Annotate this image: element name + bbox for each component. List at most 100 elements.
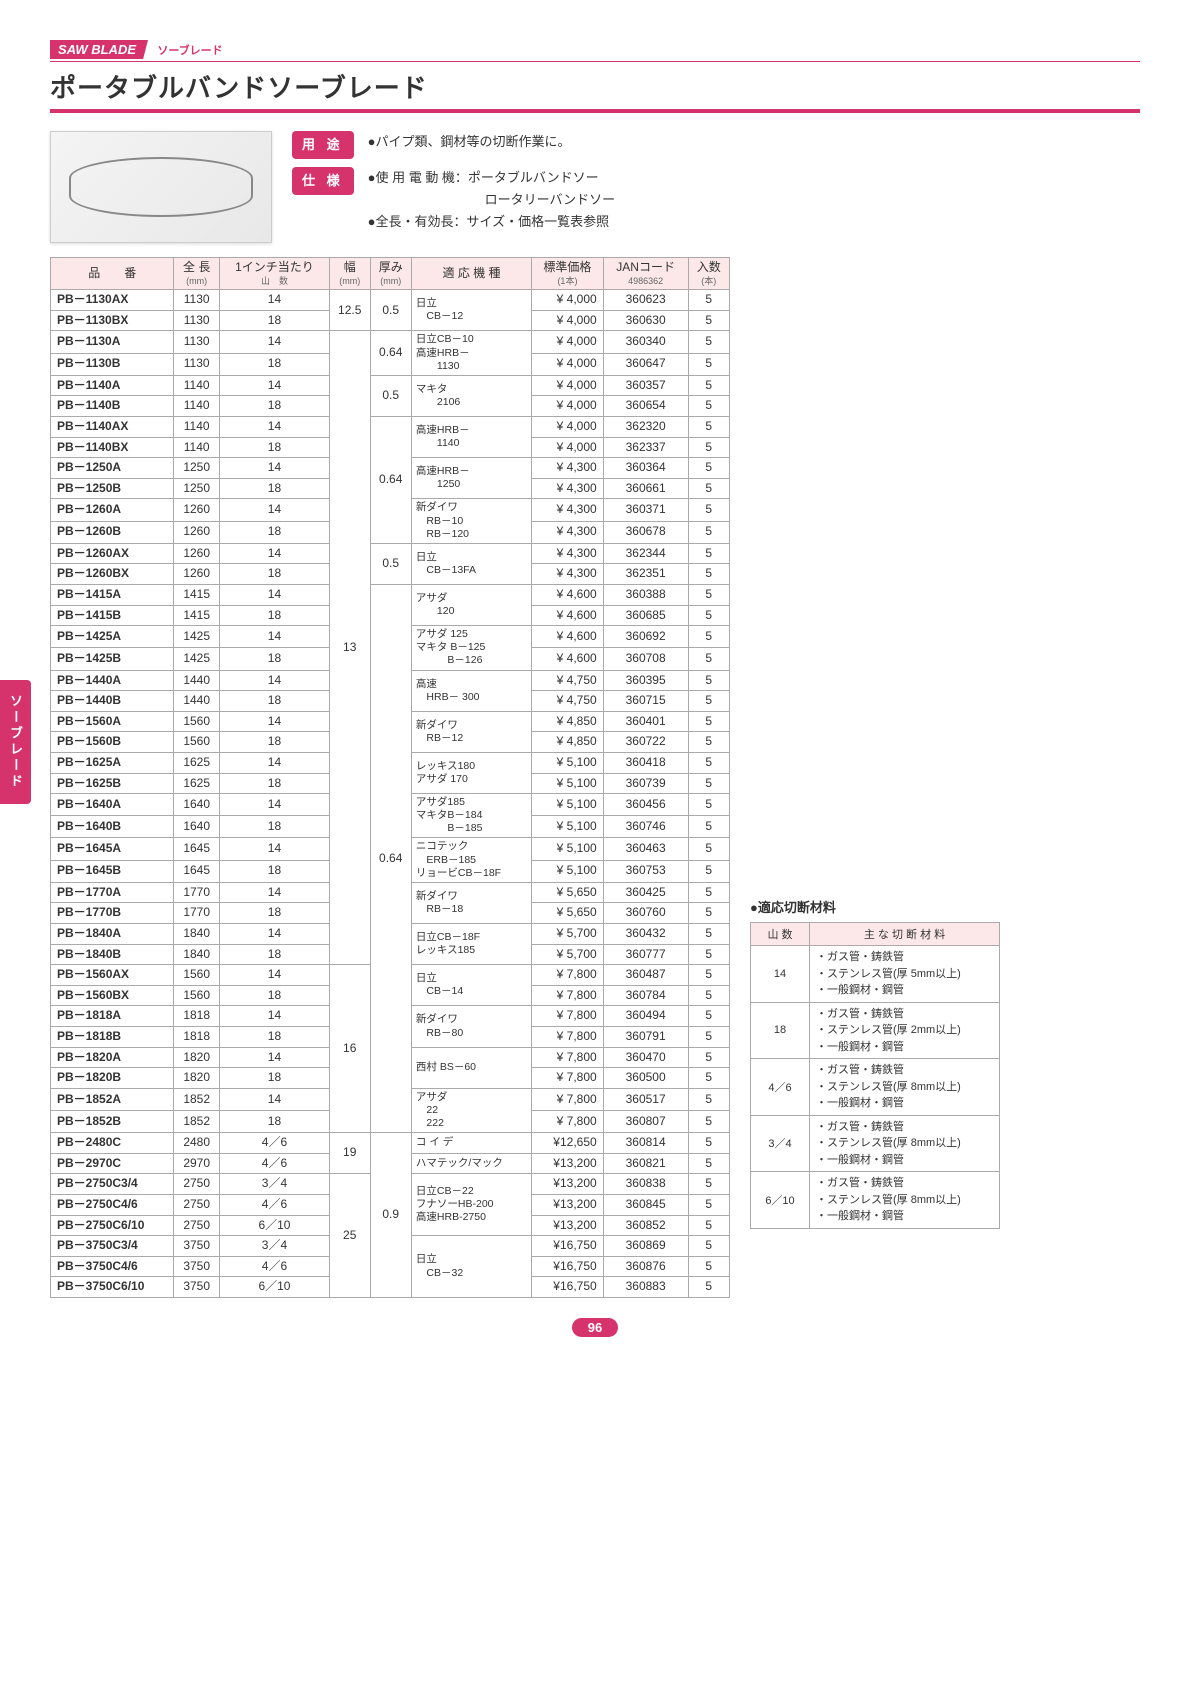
cell-model: PB－2970C xyxy=(51,1153,174,1174)
usage-label: 用 途 xyxy=(292,131,354,159)
th-jan: JANコード4986362 xyxy=(603,258,688,290)
cell-machine: 日立CB－18Fレッキス185 xyxy=(411,924,531,965)
cell-teeth: 4／6 xyxy=(219,1194,329,1215)
cell-machine: アサダ 22 222 xyxy=(411,1088,531,1132)
cell-jan: 362337 xyxy=(603,437,688,458)
cell-qty: 5 xyxy=(688,860,729,882)
cell-length: 1140 xyxy=(174,396,220,417)
cell-model: PB－1260A xyxy=(51,499,174,521)
table-row: PB－1140AX1140140.64高速HRB－ 1140¥ 4,000362… xyxy=(51,417,730,438)
cell-teeth: 4／6 xyxy=(219,1256,329,1277)
cell-model: PB－1560AX xyxy=(51,965,174,986)
cell-length: 1840 xyxy=(174,944,220,965)
cell-length: 1840 xyxy=(174,924,220,945)
cell-teeth: 18 xyxy=(219,396,329,417)
cell-teeth: 14 xyxy=(219,417,329,438)
cell-qty: 5 xyxy=(688,543,729,564)
cell-jan: 360791 xyxy=(603,1027,688,1048)
cell-teeth: 18 xyxy=(219,353,329,375)
cell-jan: 360371 xyxy=(603,499,688,521)
cell-price: ¥ 4,600 xyxy=(532,648,604,670)
cell-length: 1425 xyxy=(174,648,220,670)
cell-jan: 360777 xyxy=(603,944,688,965)
mat-teeth: 14 xyxy=(751,946,810,1003)
mat-th-teeth: 山 数 xyxy=(751,923,810,946)
cell-length: 1625 xyxy=(174,773,220,794)
cell-qty: 5 xyxy=(688,584,729,605)
cell-length: 1440 xyxy=(174,691,220,712)
cell-jan: 360470 xyxy=(603,1047,688,1068)
cell-length: 3750 xyxy=(174,1256,220,1277)
cell-model: PB－1820B xyxy=(51,1068,174,1089)
cell-jan: 360784 xyxy=(603,985,688,1006)
mat-text: ・ガス管・鋳鉄管・ステンレス管(厚 8mm以上)・一般鋼材・鋼管 xyxy=(810,1172,1000,1229)
cell-price: ¥ 5,100 xyxy=(532,838,604,860)
cell-qty: 5 xyxy=(688,564,729,585)
cell-model: PB－1625A xyxy=(51,752,174,773)
cell-price: ¥13,200 xyxy=(532,1153,604,1174)
cell-machine: 高速HRB－ 1140 xyxy=(411,417,531,458)
cell-teeth: 14 xyxy=(219,924,329,945)
cell-model: PB－1260AX xyxy=(51,543,174,564)
usage-text: ●パイプ類、鋼材等の切断作業に。 xyxy=(368,131,1140,153)
cell-qty: 5 xyxy=(688,903,729,924)
cell-price: ¥ 5,650 xyxy=(532,882,604,903)
cell-length: 1560 xyxy=(174,711,220,732)
cell-jan: 360364 xyxy=(603,458,688,479)
cell-model: PB－2750C3/4 xyxy=(51,1174,174,1195)
cell-price: ¥ 7,800 xyxy=(532,985,604,1006)
cell-jan: 360821 xyxy=(603,1153,688,1174)
cell-teeth: 3／4 xyxy=(219,1174,329,1195)
cell-model: PB－1415A xyxy=(51,584,174,605)
cell-teeth: 3／4 xyxy=(219,1236,329,1257)
cell-teeth: 14 xyxy=(219,670,329,691)
category-header: SAW BLADE ソーブレード xyxy=(50,40,1140,62)
cell-jan: 360432 xyxy=(603,924,688,945)
cell-model: PB－1852A xyxy=(51,1088,174,1110)
cell-model: PB－1440B xyxy=(51,691,174,712)
cell-model: PB－1820A xyxy=(51,1047,174,1068)
cell-teeth: 18 xyxy=(219,310,329,331)
cell-price: ¥ 5,100 xyxy=(532,794,604,816)
cell-teeth: 14 xyxy=(219,794,329,816)
cell-model: PB－1770A xyxy=(51,882,174,903)
spec-lines: ●使 用 電 動 機：ポータブルバンドソー ロータリーバンドソー●全長・有効長：… xyxy=(368,167,1140,233)
cell-jan: 360753 xyxy=(603,860,688,882)
cell-jan: 360494 xyxy=(603,1006,688,1027)
cell-machine: 日立 CB－14 xyxy=(411,965,531,1006)
cell-qty: 5 xyxy=(688,396,729,417)
cell-length: 2750 xyxy=(174,1174,220,1195)
cell-teeth: 14 xyxy=(219,584,329,605)
cell-length: 1560 xyxy=(174,985,220,1006)
mat-text: ・ガス管・鋳鉄管・ステンレス管(厚 8mm以上)・一般鋼材・鋼管 xyxy=(810,1059,1000,1116)
cell-length: 1140 xyxy=(174,417,220,438)
spec-line: ●全長・有効長：サイズ・価格一覧表参照 xyxy=(368,211,1140,233)
cell-price: ¥ 4,000 xyxy=(532,437,604,458)
cell-model: PB－1645B xyxy=(51,860,174,882)
cell-price: ¥ 5,700 xyxy=(532,924,604,945)
cell-qty: 5 xyxy=(688,626,729,648)
cell-price: ¥ 7,800 xyxy=(532,1047,604,1068)
cell-machine: ハマテック/マック xyxy=(411,1153,531,1174)
cell-model: PB－1625B xyxy=(51,773,174,794)
cell-qty: 5 xyxy=(688,310,729,331)
category-en: SAW BLADE xyxy=(50,40,148,59)
cell-price: ¥ 5,650 xyxy=(532,903,604,924)
cell-thick: 0.64 xyxy=(370,584,411,1132)
cell-price: ¥ 5,100 xyxy=(532,860,604,882)
cell-price: ¥ 5,100 xyxy=(532,816,604,838)
materials-row: 4／6・ガス管・鋳鉄管・ステンレス管(厚 8mm以上)・一般鋼材・鋼管 xyxy=(751,1059,1000,1116)
cell-price: ¥ 7,800 xyxy=(532,1027,604,1048)
cell-price: ¥ 7,800 xyxy=(532,965,604,986)
th-thick: 厚み(mm) xyxy=(370,258,411,290)
cell-length: 1260 xyxy=(174,499,220,521)
cell-qty: 5 xyxy=(688,670,729,691)
cell-model: PB－1770B xyxy=(51,903,174,924)
cell-length: 1818 xyxy=(174,1006,220,1027)
cell-teeth: 18 xyxy=(219,944,329,965)
cell-length: 1415 xyxy=(174,584,220,605)
cell-model: PB－1260BX xyxy=(51,564,174,585)
cell-jan: 360647 xyxy=(603,353,688,375)
table-row: PB－1130A113014130.64日立CB－10高速HRB－ 1130¥ … xyxy=(51,331,730,353)
cell-teeth: 18 xyxy=(219,773,329,794)
